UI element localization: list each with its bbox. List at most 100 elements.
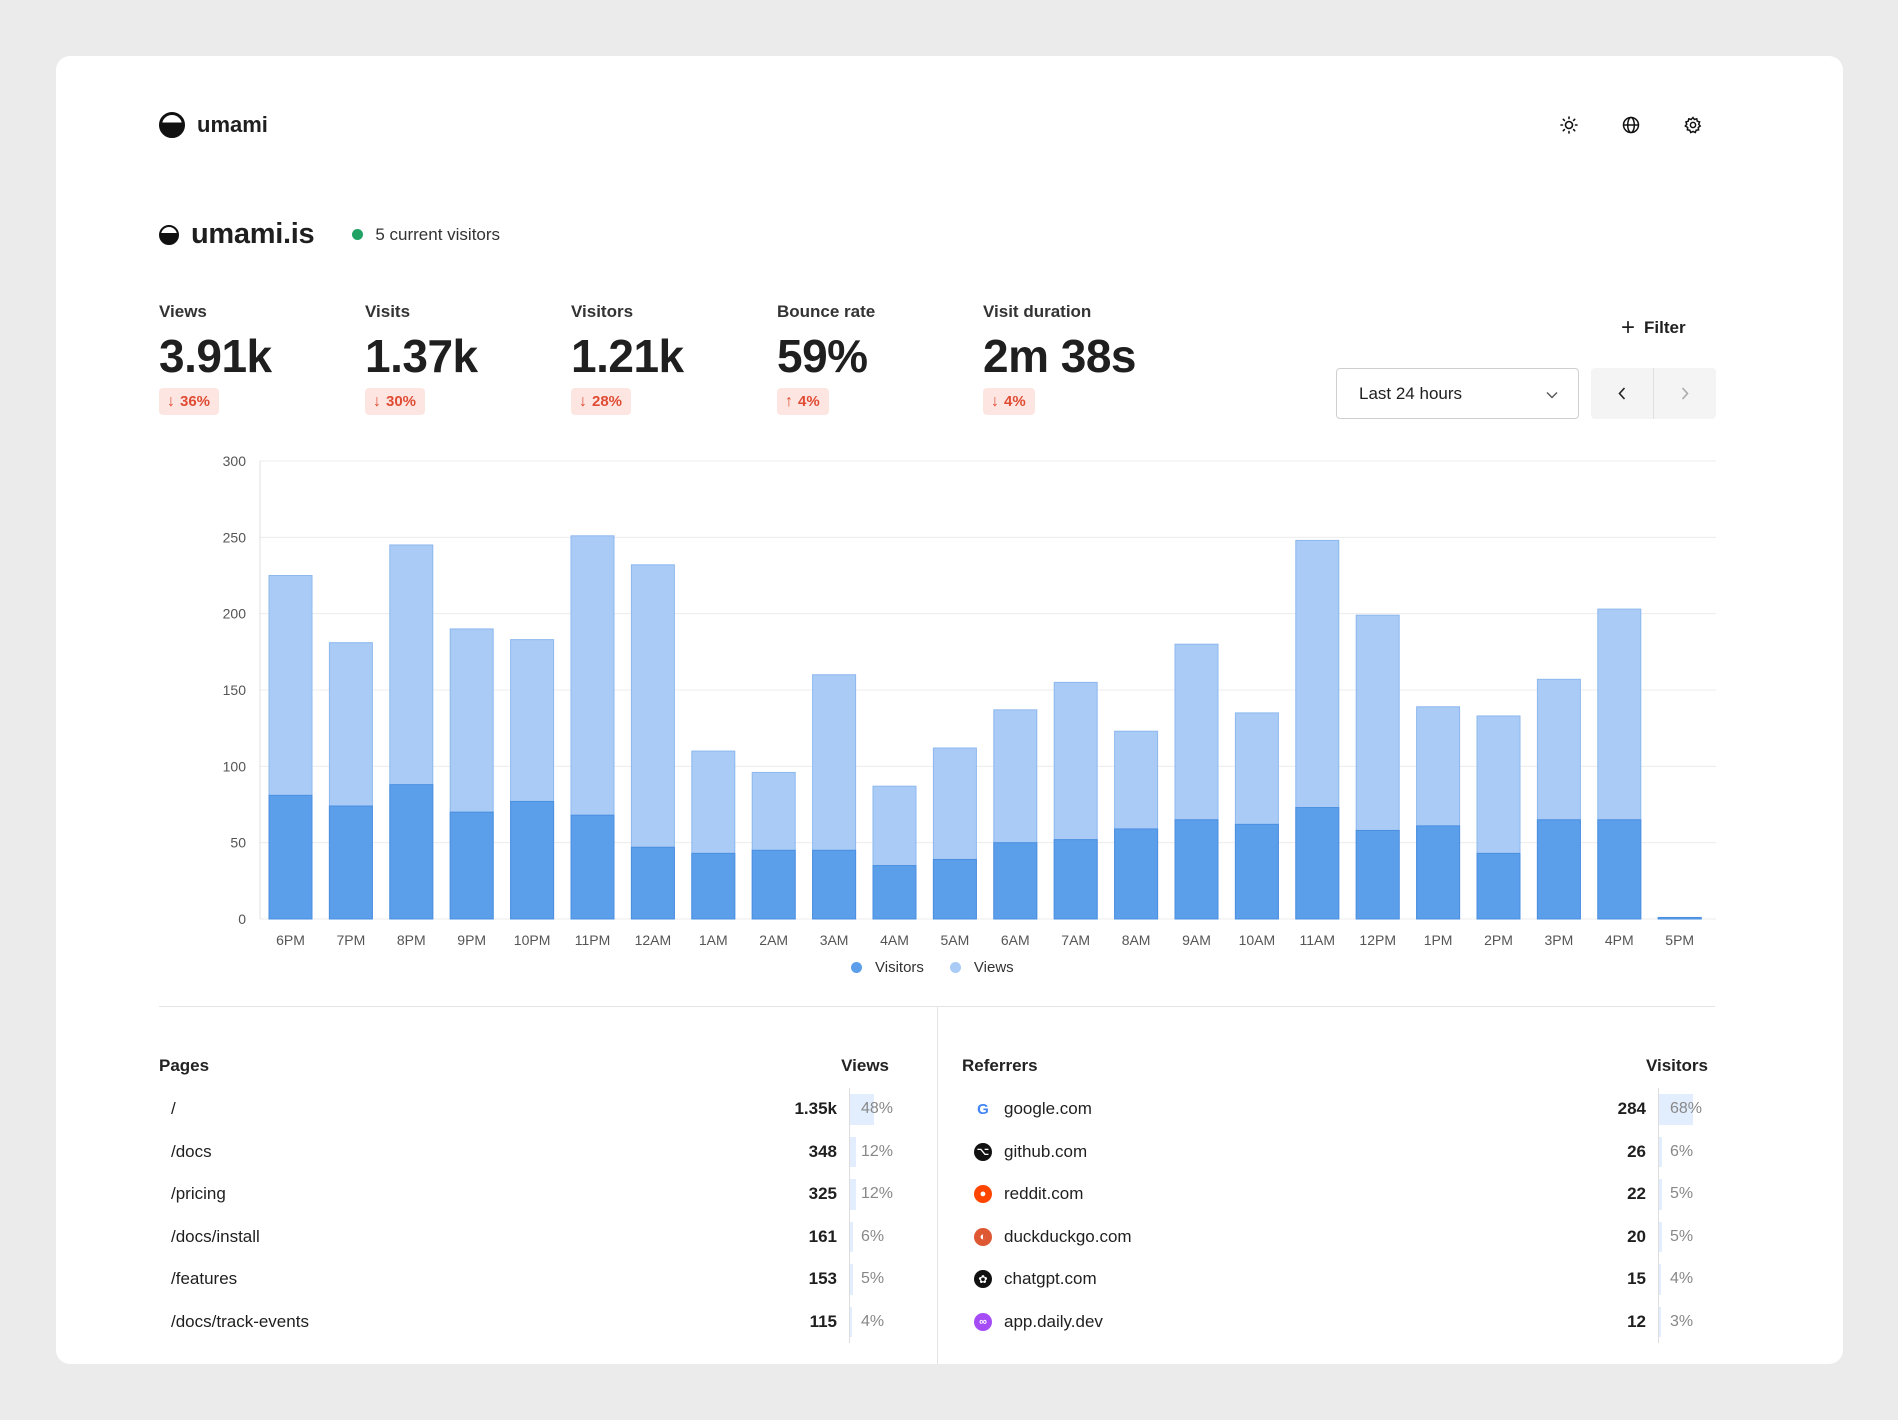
- bar-visitors: [449, 811, 494, 920]
- dashboard-card: umami umami.is 5 current visitors Views …: [56, 56, 1843, 1364]
- x-tick-label: 12AM: [635, 932, 672, 948]
- pages-metric-label: Views: [841, 1056, 889, 1075]
- change-value: 4%: [798, 393, 820, 410]
- list-item-label[interactable]: /docs/track-events: [159, 1312, 779, 1332]
- list-item-label[interactable]: /docs/install: [159, 1227, 779, 1247]
- globe-icon[interactable]: [1621, 115, 1641, 135]
- metric-value: 2m 38s: [983, 330, 1137, 382]
- list-item-count: 15: [1627, 1269, 1646, 1289]
- x-tick-label: 8PM: [397, 932, 426, 948]
- bar-visitors: [389, 784, 434, 920]
- metric-visitors[interactable]: Visitors 1.21k ↓ 28%: [571, 302, 777, 415]
- list-item[interactable]: ◐ duckduckgo.com 20 5%: [962, 1215, 1708, 1258]
- arrow-up-icon: ↑: [785, 392, 793, 410]
- brand[interactable]: umami: [159, 112, 268, 138]
- percent-bar: [850, 1306, 852, 1337]
- change-badge: ↓ 36%: [159, 388, 220, 415]
- metric-visit-duration[interactable]: Visit duration 2m 38s ↓ 4%: [983, 302, 1189, 415]
- metric-value: 59%: [777, 330, 868, 382]
- metric-visits[interactable]: Visits 1.37k ↓ 30%: [365, 302, 571, 415]
- bar-visitors: [630, 846, 675, 920]
- bar-visitors: [812, 849, 857, 920]
- list-item[interactable]: /docs/track-events 115 4%: [159, 1300, 899, 1343]
- percent-bar: [1659, 1221, 1662, 1252]
- percent-bar: [850, 1136, 856, 1167]
- list-item-label[interactable]: /pricing: [159, 1184, 779, 1204]
- filter-button[interactable]: + Filter: [1621, 316, 1686, 340]
- list-item[interactable]: /docs 348 12%: [159, 1130, 899, 1173]
- bar-visitors: [1597, 819, 1642, 920]
- list-item[interactable]: ✿ chatgpt.com 15 4%: [962, 1258, 1708, 1301]
- chevron-left-icon: [1618, 387, 1626, 400]
- change-value: 28%: [592, 393, 623, 410]
- x-tick-label: 12PM: [1359, 932, 1396, 948]
- metric-value: 1.37k: [365, 330, 478, 382]
- legend-dot-icon: [851, 962, 862, 973]
- list-item-label[interactable]: ● reddit.com: [962, 1184, 1588, 1204]
- list-item[interactable]: ● reddit.com 22 5%: [962, 1173, 1708, 1216]
- date-navigation: [1591, 368, 1716, 419]
- list-item[interactable]: ⌥ github.com 26 6%: [962, 1130, 1708, 1173]
- list-item-percent: 5%: [1658, 1173, 1708, 1216]
- previous-range-button[interactable]: [1591, 368, 1654, 419]
- metric-label: Visitors: [571, 302, 634, 321]
- list-item[interactable]: ∞ app.daily.dev 12 3%: [962, 1300, 1708, 1343]
- list-item-label[interactable]: ⌥ github.com: [962, 1142, 1588, 1162]
- legend-item-visitors[interactable]: Visitors: [851, 959, 924, 976]
- legend-item-views[interactable]: Views: [949, 959, 1014, 976]
- percent-bar: [850, 1179, 856, 1210]
- list-item-count: 12: [1627, 1311, 1646, 1331]
- list-item[interactable]: /features 153 5%: [159, 1258, 899, 1301]
- y-tick-label: 300: [223, 453, 247, 469]
- list-item-percent: 4%: [1658, 1258, 1708, 1301]
- list-item-count: 161: [808, 1226, 837, 1246]
- pages-panel: Pages Views /1.35k 48%/docs 348 12%/pricing…: [159, 1056, 899, 1343]
- x-tick-label: 3PM: [1545, 932, 1574, 948]
- list-item-label[interactable]: /: [159, 1099, 779, 1119]
- list-item-percent: 68%: [1658, 1088, 1708, 1131]
- change-badge: ↑ 4%: [777, 388, 829, 415]
- sun-icon[interactable]: [1559, 115, 1579, 135]
- metric-bounce-rate[interactable]: Bounce rate 59% ↑ 4%: [777, 302, 983, 415]
- list-item-percent: 6%: [849, 1215, 899, 1258]
- pages-list: / 1.35k 48% /docs 348 12% /pricing 325 12% /docs/…: [159, 1088, 899, 1343]
- bar-visitors: [932, 858, 977, 920]
- x-tick-label: 9PM: [457, 932, 486, 948]
- next-range-button[interactable]: [1654, 368, 1716, 419]
- list-item[interactable]: /docs/install 161 6%: [159, 1215, 899, 1258]
- list-item[interactable]: /pricing 325 12%: [159, 1173, 899, 1216]
- list-item-label[interactable]: ◐ duckduckgo.com: [962, 1227, 1588, 1247]
- list-item-label[interactable]: ✿ chatgpt.com: [962, 1269, 1588, 1289]
- list-item-count: 284: [1617, 1099, 1646, 1119]
- arrow-down-icon: ↓: [991, 392, 999, 410]
- percent-text: 12%: [861, 1185, 894, 1203]
- percent-text: 4%: [1670, 1270, 1694, 1288]
- list-item-percent: 6%: [1658, 1130, 1708, 1173]
- list-item[interactable]: / 1.35k 48%: [159, 1088, 899, 1131]
- gear-icon[interactable]: [1683, 115, 1703, 135]
- date-range-select[interactable]: Last 24 hours: [1336, 368, 1579, 419]
- x-tick-label: 1AM: [699, 932, 728, 948]
- bar-visitors: [1114, 828, 1159, 920]
- x-tick-label: 11AM: [1300, 932, 1336, 948]
- list-item-text: /pricing: [171, 1184, 226, 1204]
- metric-views[interactable]: Views 3.91k ↓ 36%: [159, 302, 365, 415]
- list-item-count: 20: [1627, 1226, 1646, 1246]
- list-item-text: duckduckgo.com: [1004, 1226, 1132, 1246]
- legend-dot-icon: [949, 962, 961, 973]
- list-item-label[interactable]: /features: [159, 1269, 779, 1289]
- list-item-label[interactable]: /docs: [159, 1142, 779, 1162]
- list-item-percent: 5%: [1658, 1215, 1708, 1258]
- change-value: 4%: [1004, 393, 1026, 410]
- live-visitors-text: 5 current visitors: [375, 224, 501, 244]
- legend-label: Visitors: [875, 959, 924, 976]
- list-item-count: 1.35k: [794, 1099, 837, 1119]
- list-item-label[interactable]: ∞ app.daily.dev: [962, 1312, 1588, 1332]
- list-item-percent: 3%: [1658, 1300, 1708, 1343]
- bar-visitors: [1053, 839, 1098, 920]
- x-tick-label: 8AM: [1122, 932, 1151, 948]
- percent-text: 12%: [861, 1142, 894, 1160]
